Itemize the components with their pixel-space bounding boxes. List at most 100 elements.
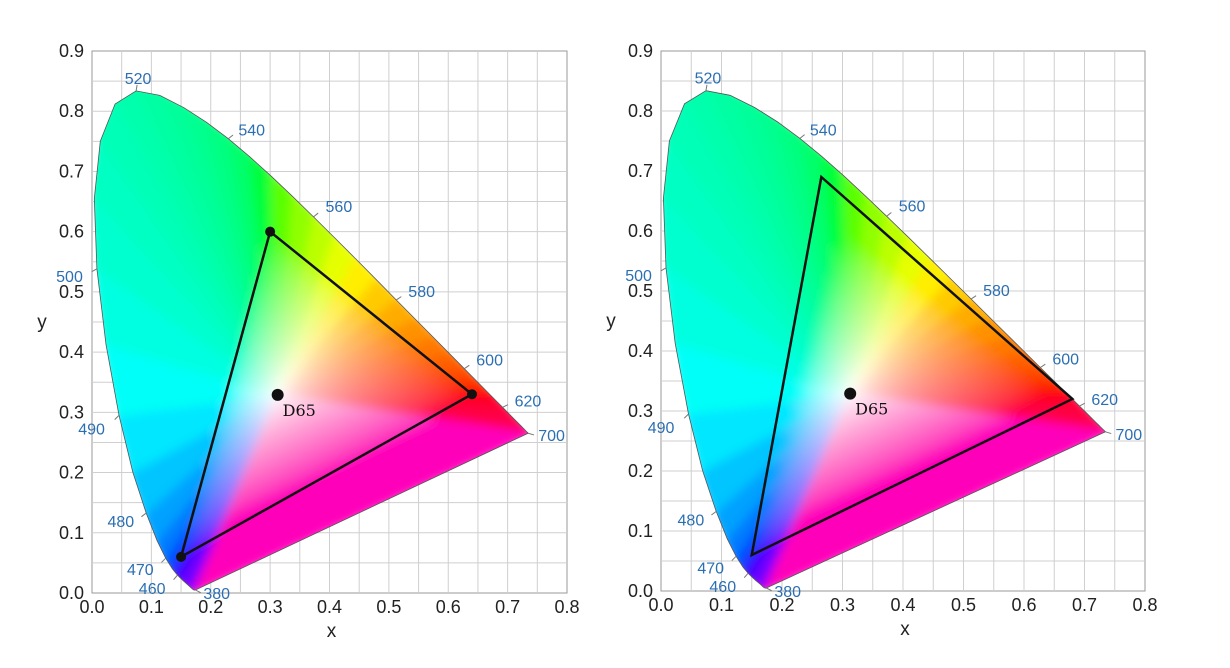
x-tick-label: 0.7 — [1072, 595, 1097, 615]
x-tick-label: 0.2 — [198, 597, 223, 617]
x-tick-label: 0.3 — [830, 595, 855, 615]
y-tick-label: 0.6 — [59, 222, 84, 242]
gamut-vertex-red — [467, 389, 477, 400]
wavelength-tick — [313, 212, 319, 218]
y-tick-label: 0.6 — [628, 221, 653, 241]
wavelength-label-580: 580 — [983, 283, 1010, 300]
y-tick-label: 0.2 — [59, 463, 84, 483]
wavelength-label-620: 620 — [515, 393, 542, 410]
x-tick-label: 0.4 — [317, 597, 342, 617]
y-tick-label: 0.5 — [59, 282, 84, 302]
wavelength-label-560: 560 — [899, 198, 926, 215]
y-tick-label: 0.1 — [628, 521, 653, 541]
wavelength-tick — [173, 574, 178, 580]
wavelength-label-490: 490 — [648, 420, 675, 437]
y-tick-label: 0.1 — [59, 523, 84, 543]
wavelength-label-560: 560 — [326, 199, 353, 216]
y-tick-label: 0.9 — [628, 41, 653, 61]
horseshoe-color-fill — [94, 90, 529, 591]
wavelength-label-600: 600 — [1052, 352, 1079, 369]
gamut-triangle — [179, 229, 475, 560]
x-tick-label: 0.8 — [554, 597, 579, 617]
y-tick-label: 0.2 — [628, 461, 653, 481]
x-tick-label: 0.7 — [495, 597, 520, 617]
y-tick-labels: 0.0 0.1 0.2 0.3 0.4 0.5 0.6 0.7 0.8 0.9 — [59, 41, 84, 603]
x-tick-label: 0.4 — [890, 595, 915, 615]
y-tick-label: 0.8 — [628, 101, 653, 121]
x-tick-label: 0.6 — [436, 597, 461, 617]
wavelength-label-460: 460 — [709, 579, 736, 596]
wavelength-tick — [766, 587, 772, 592]
x-axis-title: x — [900, 619, 910, 640]
y-tick-label: 0.3 — [628, 401, 653, 421]
wavelength-tick — [1079, 402, 1085, 407]
x-tick-label: 0.6 — [1011, 595, 1036, 615]
y-tick-label: 0.9 — [59, 41, 84, 61]
x-tick-labels: 0.0 0.1 0.2 0.3 0.4 0.5 0.6 0.7 0.8 — [648, 595, 1157, 615]
wavelength-tick — [464, 364, 470, 370]
wavelength-label-540: 540 — [238, 123, 265, 140]
wavelength-label-500: 500 — [625, 268, 652, 285]
white-point-label: D65 — [283, 401, 316, 420]
wavelength-label-470: 470 — [697, 560, 724, 577]
wavelength-label-380: 380 — [774, 584, 801, 601]
x-axis-title: x — [327, 621, 337, 642]
wavelength-label-490: 490 — [78, 421, 105, 438]
wavelength-tick — [799, 134, 805, 139]
wavelength-tick — [711, 510, 717, 516]
wavelength-labels: 380 460 470 480 490 500 520 540 560 580 600 620 700 — [625, 71, 1142, 601]
chromaticity-diagram-left: 380 460 470 480 490 500 520 540 560 580 600 620 700 D… — [37, 41, 579, 642]
y-tick-labels: 0.0 0.1 0.2 0.3 0.4 0.5 0.6 0.7 0.8 0.9 — [628, 41, 653, 601]
wavelength-tick — [114, 414, 120, 420]
wavelength-label-460: 460 — [139, 581, 166, 598]
gamut-triangle — [750, 174, 1075, 558]
y-tick-label: 0.0 — [628, 581, 653, 601]
x-tick-label: 0.5 — [951, 595, 976, 615]
gamut-vertex-blue — [176, 551, 187, 562]
wavelength-tick — [660, 267, 667, 272]
y-tick-label: 0.7 — [59, 161, 84, 181]
y-tick-label: 0.7 — [628, 161, 653, 181]
wavelength-label-500: 500 — [56, 269, 83, 286]
wavelength-tick — [731, 555, 737, 561]
y-tick-label: 0.8 — [59, 101, 84, 121]
wavelength-label-480: 480 — [108, 514, 135, 531]
wavelength-label-540: 540 — [810, 122, 837, 139]
chromaticity-diagram-right: 380 460 470 480 490 500 520 540 560 580 600 620 700 D… — [606, 41, 1157, 640]
wavelength-label-580: 580 — [408, 284, 435, 301]
y-tick-label: 0.4 — [628, 341, 653, 361]
cie-chart-left: 380 460 470 480 490 500 520 540 560 580 600 620 700 D… — [0, 0, 600, 668]
x-tick-label: 0.0 — [648, 595, 673, 615]
y-tick-label: 0.3 — [59, 402, 84, 422]
wavelength-tick — [1105, 431, 1112, 435]
wavelength-label-380: 380 — [203, 586, 230, 603]
wavelength-label-600: 600 — [476, 353, 503, 370]
white-point-marker — [271, 388, 284, 401]
wavelength-tick — [970, 295, 977, 300]
wavelength-tick — [886, 212, 892, 217]
wavelength-tick — [195, 589, 201, 594]
x-tick-label: 0.5 — [376, 597, 401, 617]
wavelength-label-520: 520 — [695, 71, 722, 88]
wavelength-tick — [502, 404, 509, 408]
gamut-vertex-green — [265, 226, 276, 237]
wavelength-tick — [228, 134, 234, 140]
x-tick-label: 0.0 — [79, 597, 104, 617]
wavelength-label-700: 700 — [538, 428, 565, 445]
y-tick-label: 0.0 — [59, 583, 84, 603]
wavelength-tick — [705, 84, 708, 91]
wavelength-tick — [141, 512, 147, 518]
x-tick-labels: 0.0 0.1 0.2 0.3 0.4 0.5 0.6 0.7 0.8 — [79, 597, 579, 617]
spectral-locus-outline — [662, 90, 1106, 589]
cie-chart-right: 380 460 470 480 490 500 520 540 560 580 600 620 700 D… — [600, 0, 1230, 668]
y-tick-label: 0.5 — [628, 281, 653, 301]
wavelength-label-470: 470 — [127, 562, 154, 579]
wavelength-label-520: 520 — [125, 71, 152, 88]
y-axis-title: y — [606, 311, 616, 332]
x-tick-label: 0.1 — [139, 597, 164, 617]
wavelength-label-620: 620 — [1091, 392, 1118, 409]
y-axis-title: y — [37, 312, 47, 333]
x-tick-label: 0.3 — [258, 597, 283, 617]
wavelength-tick — [161, 557, 167, 563]
white-point-marker — [844, 387, 857, 400]
